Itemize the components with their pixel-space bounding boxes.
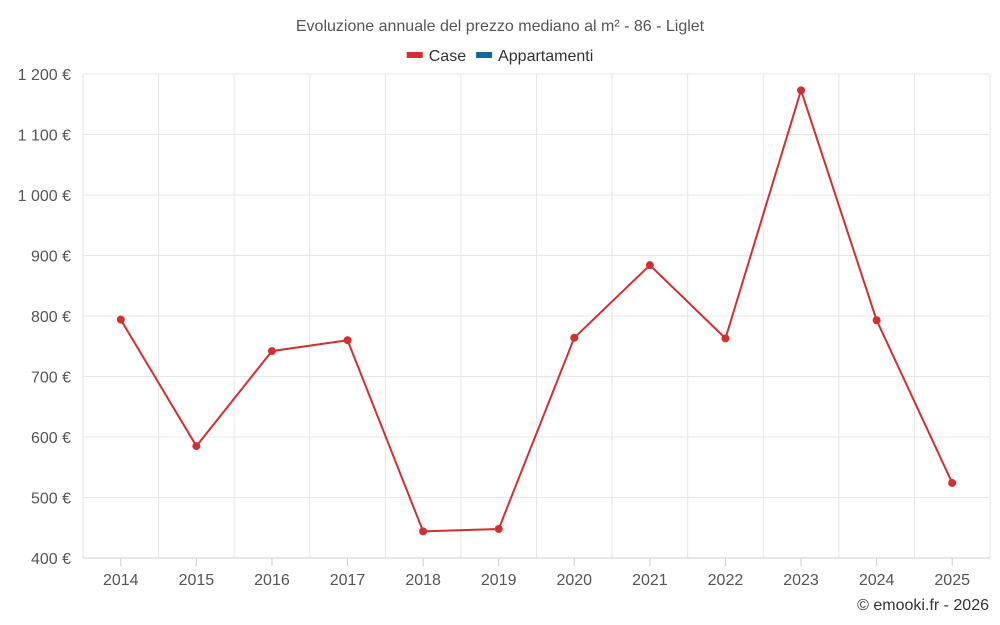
data-point[interactable] [797,86,806,95]
data-point[interactable] [192,442,201,451]
y-tick-label: 700 € [31,370,71,387]
x-tick-label: 2023 [783,572,819,589]
y-tick-label: 900 € [31,249,71,266]
y-tick-label: 1 100 € [18,128,71,145]
data-point[interactable] [570,333,579,342]
data-point[interactable] [267,347,276,356]
x-tick-label: 2018 [405,572,441,589]
chart-title: Evoluzione annuale del prezzo mediano al… [296,18,705,35]
grid [82,73,991,559]
series-layer [116,86,957,536]
x-tick-label: 2016 [254,572,290,589]
credit-text: © emooki.fr - 2026 [857,597,989,614]
y-tick-label: 400 € [31,551,71,568]
legend-item-case[interactable]: Case [406,48,466,65]
y-tick-label: 1 000 € [18,188,71,205]
legend-item-appartamenti[interactable]: Appartamenti [476,48,593,65]
legend: Case Appartamenti [406,48,593,65]
y-tick-label: 800 € [31,309,71,326]
data-point[interactable] [721,334,730,343]
data-point[interactable] [494,524,503,533]
x-tick-label: 2020 [556,572,592,589]
y-tick-label: 1 200 € [18,67,71,84]
axes: 400 € 500 € 600 € 700 € 800 € 900 € 1 000 € 1 1… [18,67,990,589]
legend-swatch [406,52,423,58]
series-line-case [119,87,954,533]
data-point[interactable] [948,478,957,487]
x-tick-label: 2024 [859,572,895,589]
y-tick-label: 500 € [31,491,71,508]
legend-label: Appartamenti [498,48,593,65]
legend-label: Case [429,48,466,65]
data-point[interactable] [419,527,428,536]
legend-swatch [476,52,493,58]
data-point[interactable] [116,315,125,324]
data-point[interactable] [343,336,352,345]
y-tick-label: 600 € [31,430,71,447]
data-point[interactable] [872,316,881,325]
x-tick-label: 2025 [934,572,970,589]
x-tick-label: 2021 [632,572,668,589]
x-tick-label: 2019 [481,572,517,589]
x-tick-label: 2015 [179,572,215,589]
x-tick-label: 2022 [708,572,744,589]
x-tick-label: 2014 [103,572,139,589]
x-tick-label: 2017 [330,572,366,589]
data-point[interactable] [645,261,654,270]
